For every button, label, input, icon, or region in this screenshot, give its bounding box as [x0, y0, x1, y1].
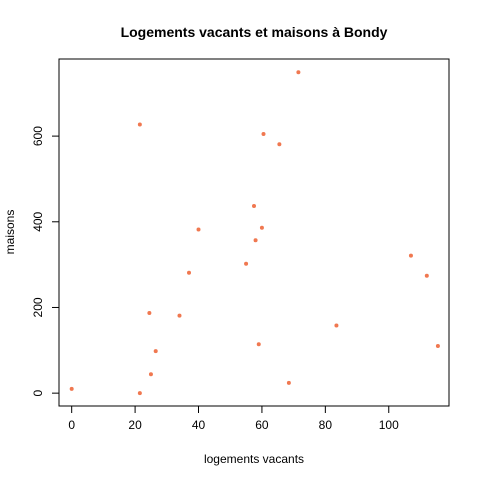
- data-point: [147, 311, 152, 316]
- y-axis-label: maisons: [3, 210, 17, 255]
- x-axis-label: logements vacants: [204, 452, 304, 466]
- data-point: [334, 323, 339, 328]
- plot-frame: [58, 58, 450, 407]
- data-points: [69, 70, 440, 396]
- x-tick-label: 0: [68, 418, 75, 432]
- data-point: [252, 203, 256, 208]
- data-point: [277, 142, 282, 147]
- data-point: [148, 372, 153, 377]
- x-tick-label: 40: [192, 418, 206, 432]
- data-point: [256, 342, 261, 347]
- data-point: [137, 391, 142, 396]
- data-point: [187, 270, 191, 275]
- y-tick-label: 0: [31, 389, 45, 396]
- x-tick-label: 80: [319, 418, 333, 432]
- data-point: [253, 238, 258, 243]
- data-point: [435, 344, 440, 349]
- y-tick-label: 200: [31, 297, 45, 317]
- data-point: [244, 261, 249, 266]
- y-axis: 0 200 400 600: [31, 126, 60, 396]
- data-point: [177, 313, 182, 318]
- data-point: [259, 225, 264, 230]
- y-tick-label: 400: [31, 211, 45, 231]
- chart-title: Logements vacants et maisons à Bondy: [121, 24, 388, 40]
- data-point: [261, 131, 266, 136]
- x-tick-label: 100: [379, 418, 399, 432]
- x-tick-label: 20: [128, 418, 142, 432]
- data-point: [286, 380, 291, 385]
- data-point: [137, 122, 142, 127]
- data-point: [424, 273, 429, 278]
- data-point: [69, 386, 74, 391]
- data-point: [196, 227, 201, 232]
- data-point: [296, 70, 301, 75]
- y-tick-label: 600: [31, 126, 45, 146]
- x-axis: 0 20 40 60 80 100: [68, 405, 399, 432]
- data-point: [408, 253, 413, 258]
- data-point: [153, 349, 158, 354]
- x-tick-label: 60: [255, 418, 269, 432]
